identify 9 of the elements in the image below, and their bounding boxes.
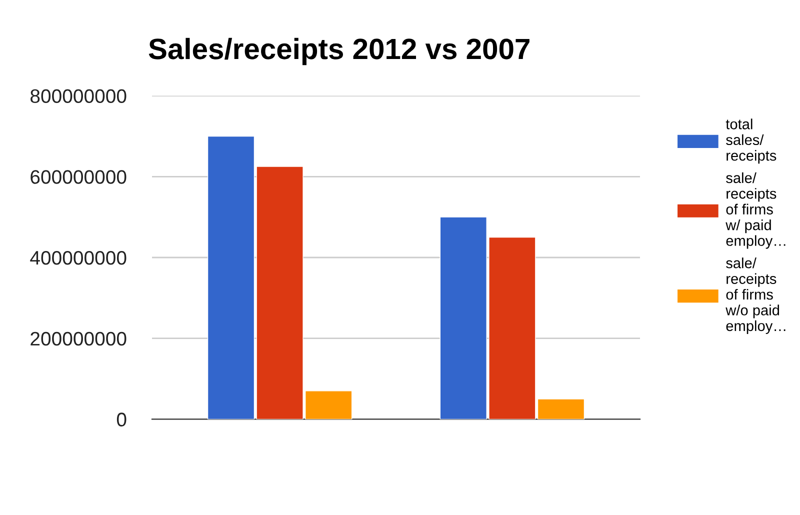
y-tick-label: 200000000 bbox=[30, 332, 126, 346]
y-tick-label: 400000000 bbox=[30, 250, 126, 265]
legend-label: sale/ receipts of firms w/ paid employ… bbox=[726, 172, 786, 249]
legend-label: total sales/ receipts bbox=[726, 118, 776, 164]
y-tick-label: 800000000 bbox=[30, 89, 126, 104]
y-tick-label: 600000000 bbox=[30, 170, 126, 184]
y-tick-label: 0 bbox=[116, 412, 126, 426]
legend-label: sale/ receipts of firms w/o paid employ… bbox=[726, 258, 786, 334]
chart-title: Sales/receipts 2012 vs 2007 bbox=[148, 38, 530, 66]
